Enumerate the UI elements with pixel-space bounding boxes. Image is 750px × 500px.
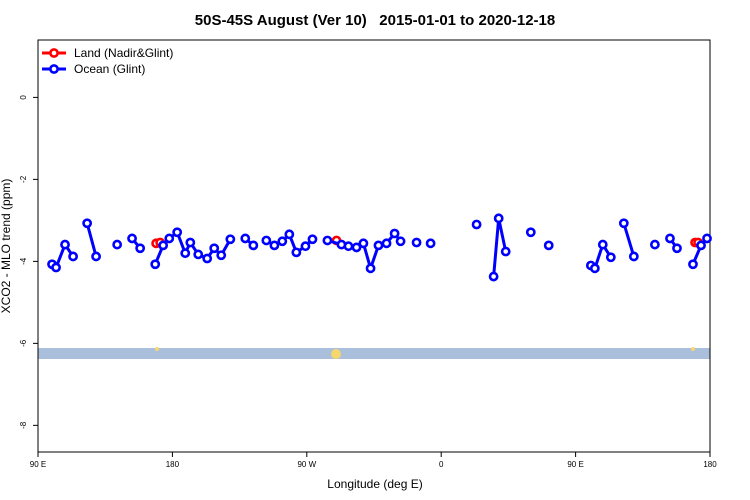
data-point xyxy=(180,248,191,259)
data-point xyxy=(193,249,204,260)
data-point xyxy=(135,243,146,254)
y-tick-label: -6 xyxy=(19,339,28,347)
data-point xyxy=(628,251,639,262)
x-tick-label: 180 xyxy=(166,460,180,469)
data-point xyxy=(589,263,600,274)
y-tick-label: -4 xyxy=(19,257,28,265)
data-point xyxy=(91,251,101,262)
data-point xyxy=(381,238,392,249)
y-tick-label: 0 xyxy=(19,95,28,100)
sun-marker xyxy=(155,347,159,351)
data-point xyxy=(60,239,70,250)
x-tick-label: 90 E xyxy=(30,460,46,469)
data-point xyxy=(51,262,61,273)
data-point xyxy=(649,239,660,250)
data-point xyxy=(665,233,675,244)
data-point xyxy=(500,246,511,257)
data-point xyxy=(291,247,302,258)
data-point xyxy=(185,237,196,248)
data-point xyxy=(425,238,436,249)
data-point xyxy=(248,240,259,251)
plot-frame xyxy=(37,39,711,453)
data-point xyxy=(127,233,137,244)
data-point xyxy=(240,233,251,244)
data-point xyxy=(702,233,712,244)
data-point xyxy=(358,238,369,249)
data-point xyxy=(525,227,536,238)
legend: Land (Nadir&Glint) Ocean (Glint) xyxy=(42,46,173,76)
data-point xyxy=(284,229,295,240)
sun-marker xyxy=(691,347,695,351)
chart-title: 50S-45S August (Ver 10) 2015-01-01 to 20… xyxy=(195,12,555,29)
data-point xyxy=(597,239,608,250)
legend-label: Land (Nadir&Glint) xyxy=(74,46,173,60)
data-point xyxy=(158,240,169,251)
data-point xyxy=(411,237,422,248)
y-axis-label: XCO2 - MLO trend (ppm) xyxy=(0,179,13,314)
data-point xyxy=(277,236,288,247)
x-tick-label: 90 W xyxy=(297,460,316,469)
data-point xyxy=(225,234,236,245)
data-point xyxy=(389,228,400,239)
y-tick-label: -2 xyxy=(19,175,28,183)
data-point xyxy=(164,233,175,244)
data-point xyxy=(488,271,499,282)
legend-label: Ocean (Glint) xyxy=(74,62,145,76)
data-point xyxy=(68,251,78,262)
data-point xyxy=(307,234,318,245)
data-point xyxy=(343,241,354,252)
data-point xyxy=(471,219,482,230)
data-point xyxy=(493,213,504,224)
x-axis-label: Longitude (deg E) xyxy=(327,477,422,491)
x-tick-label: 90 E xyxy=(567,460,583,469)
data-point xyxy=(395,236,406,247)
data-point xyxy=(696,240,706,251)
data-point xyxy=(172,227,183,238)
ocean-band xyxy=(38,348,710,359)
data-point xyxy=(261,235,272,246)
data-point xyxy=(300,241,311,252)
data-point xyxy=(672,243,682,254)
data-point xyxy=(112,239,123,250)
data-point xyxy=(150,259,161,270)
data-point xyxy=(216,250,227,261)
data-point xyxy=(605,252,616,263)
data-point xyxy=(202,253,213,264)
legend-marker xyxy=(49,48,59,58)
data-point xyxy=(618,218,629,229)
legend-marker xyxy=(49,64,59,74)
data-point xyxy=(365,263,376,274)
data-point xyxy=(373,240,384,251)
data-point xyxy=(209,243,220,254)
x-tick-label: 180 xyxy=(703,460,717,469)
data-point xyxy=(82,218,93,229)
data-point xyxy=(269,240,280,251)
data-point xyxy=(543,240,554,251)
data-point xyxy=(322,235,333,246)
data-point xyxy=(688,259,698,270)
y-tick-label: -8 xyxy=(19,421,28,429)
x-tick-label: 0 xyxy=(439,460,444,469)
sun-marker xyxy=(331,349,341,359)
data-point xyxy=(351,242,362,253)
